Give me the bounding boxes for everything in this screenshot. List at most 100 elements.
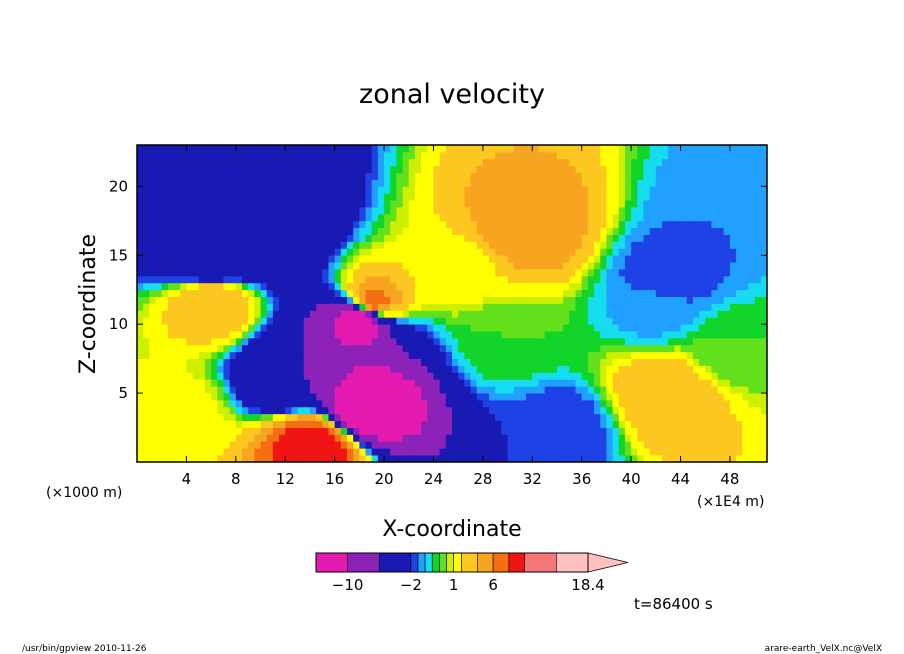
field-cell: [143, 220, 150, 229]
field-cell: [217, 227, 224, 235]
field-cell: [377, 434, 385, 442]
field-cell: [229, 413, 237, 422]
field-cell: [421, 269, 428, 277]
field-cell: [581, 441, 589, 449]
field-cell: [390, 193, 397, 201]
field-cell: [377, 365, 385, 373]
field-cell: [587, 213, 595, 222]
field-cell: [439, 393, 447, 401]
field-cell: [482, 262, 490, 270]
field-cell: [748, 331, 756, 339]
field-cell: [649, 262, 657, 270]
field-cell: [618, 317, 626, 325]
field-cell: [359, 420, 366, 428]
field-cell: [452, 434, 459, 442]
field-cell: [371, 186, 379, 194]
field-cell: [340, 158, 348, 167]
field-cell: [643, 358, 651, 366]
field-cell: [594, 241, 601, 249]
field-cell: [692, 158, 700, 167]
field-cell: [742, 351, 749, 360]
field-cell: [254, 172, 261, 180]
field-cell: [402, 331, 410, 339]
field-cell: [229, 165, 237, 173]
field-cell: [439, 213, 447, 222]
field-cell: [414, 213, 422, 222]
field-cell: [631, 448, 638, 456]
field-cell: [421, 386, 428, 394]
field-cell: [334, 331, 342, 339]
field-cell: [347, 151, 354, 160]
field-cell: [334, 186, 342, 194]
field-cell: [316, 255, 323, 263]
field-cell: [655, 379, 663, 387]
field-cell: [167, 406, 175, 415]
field-cell: [600, 351, 607, 360]
field-cell: [649, 344, 657, 353]
field-cell: [303, 448, 311, 456]
field-cell: [248, 393, 255, 401]
field-cell: [180, 413, 187, 422]
field-cell: [501, 448, 508, 456]
field-cell: [662, 317, 669, 325]
field-cell: [680, 427, 688, 435]
field-cell: [674, 310, 681, 318]
field-cell: [532, 434, 539, 442]
field-cell: [414, 420, 422, 428]
field-cell: [563, 296, 570, 304]
field-cell: [581, 427, 589, 435]
field-cell: [192, 165, 200, 173]
field-cell: [402, 303, 410, 311]
field-cell: [384, 289, 391, 298]
field-cell: [377, 262, 385, 270]
field-cell: [581, 193, 589, 201]
field-cell: [198, 145, 206, 153]
field-cell: [155, 193, 163, 201]
field-cell: [538, 200, 546, 208]
field-cell: [334, 393, 342, 401]
field-cell: [198, 151, 206, 160]
field-cell: [581, 158, 589, 167]
field-cell: [316, 448, 323, 456]
field-cell: [316, 179, 323, 187]
field-cell: [285, 351, 292, 360]
field-cell: [396, 399, 403, 408]
field-cell: [266, 441, 274, 449]
field-cell: [396, 441, 403, 449]
field-cell: [414, 358, 422, 366]
field-cell: [303, 248, 311, 256]
field-cell: [526, 158, 533, 167]
field-cell: [717, 179, 725, 187]
field-cell: [458, 145, 465, 153]
field-cell: [544, 255, 552, 263]
field-cell: [229, 234, 237, 242]
field-cell: [328, 275, 336, 284]
field-cell: [686, 262, 694, 270]
field-cell: [359, 200, 366, 208]
field-cell: [347, 269, 354, 277]
field-cell: [587, 151, 595, 160]
field-cell: [736, 172, 743, 180]
field-cell: [717, 227, 725, 235]
field-cell: [334, 358, 342, 366]
field-cell: [736, 331, 743, 339]
field-cell: [618, 344, 626, 353]
field-cell: [384, 427, 391, 435]
field-cell: [260, 358, 268, 366]
field-cell: [631, 193, 638, 201]
field-cell: [365, 289, 373, 298]
field-cell: [476, 420, 484, 428]
field-cell: [569, 165, 576, 173]
field-cell: [297, 193, 305, 201]
field-cell: [686, 351, 694, 360]
field-cell: [161, 303, 169, 311]
field-cell: [328, 220, 336, 229]
field-cell: [309, 151, 317, 160]
field-cell: [445, 269, 453, 277]
field-cell: [655, 413, 663, 422]
field-cell: [229, 207, 237, 215]
field-cell: [445, 172, 453, 180]
field-cell: [680, 213, 688, 222]
field-cell: [643, 344, 651, 353]
field-cell: [594, 413, 601, 422]
